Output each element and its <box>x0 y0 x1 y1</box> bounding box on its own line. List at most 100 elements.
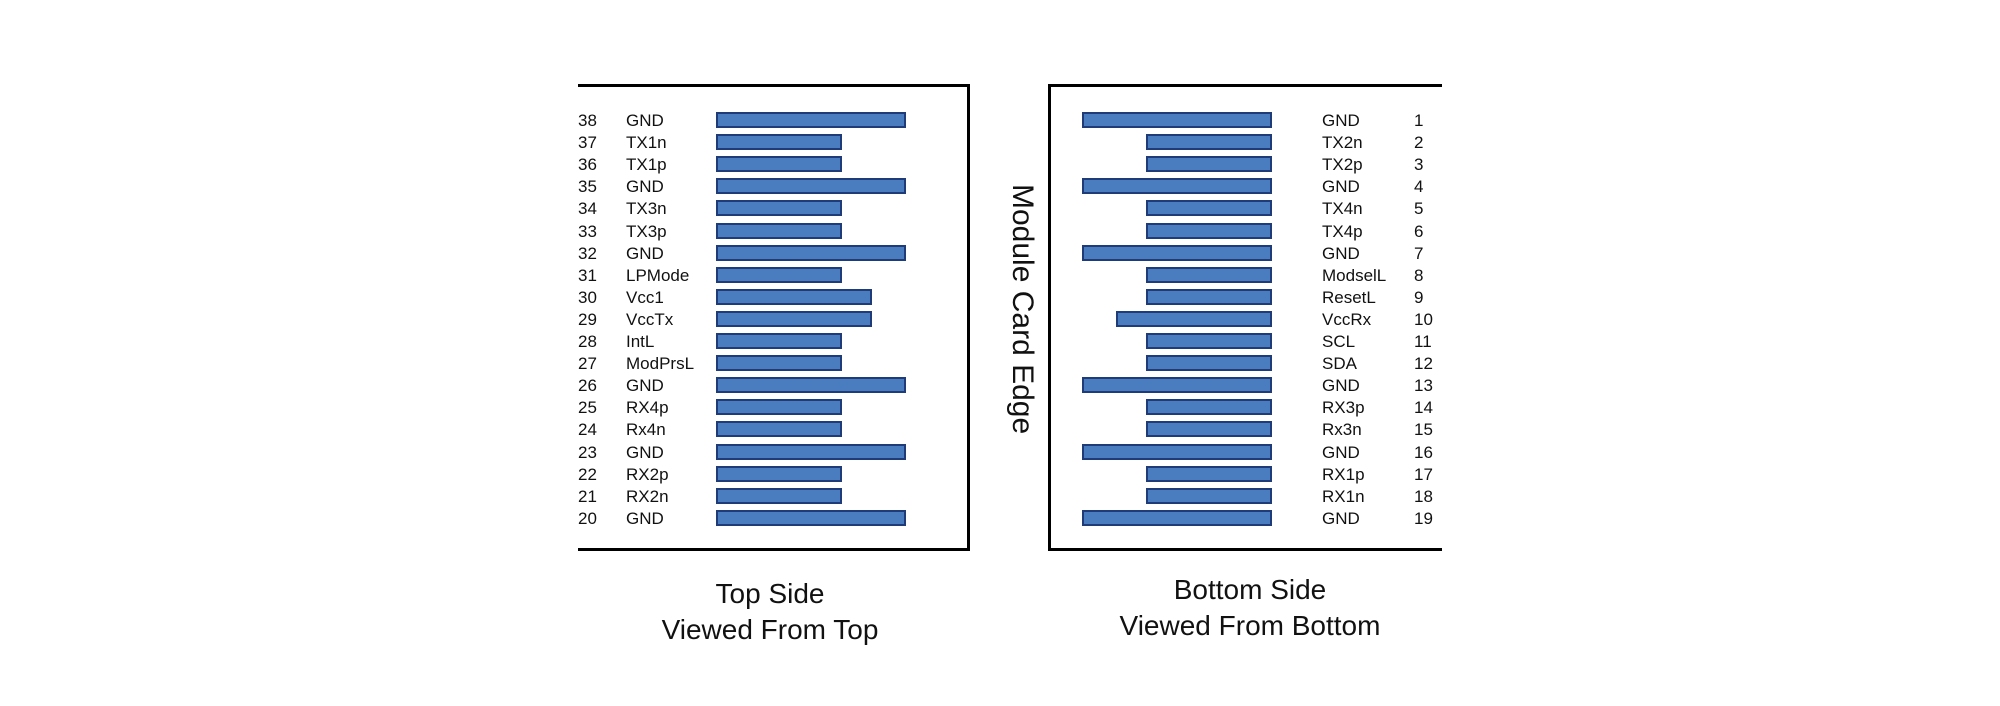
top-side-caption-line1: Top Side <box>715 578 825 609</box>
pin-row: 9 ResetL <box>0 287 2000 309</box>
pin-row: 18 RX1n <box>0 486 2000 508</box>
pin-number: 10 <box>1414 309 1433 329</box>
pin-number: 25 <box>578 398 597 418</box>
pin-number: 18 <box>1414 486 1433 506</box>
pin-contact-pad <box>1146 465 1272 482</box>
pin-row: 29 VccTx <box>0 309 2000 331</box>
pin-row: 5 TX4n <box>0 198 2000 220</box>
pin-contact-pad <box>716 487 842 504</box>
pin-contact-pad <box>716 112 906 128</box>
pin-contact-pad <box>1082 377 1272 394</box>
pin-name: ResetL <box>1322 287 1376 307</box>
pin-number: 27 <box>578 354 597 374</box>
pin-name: TX3n <box>626 199 667 219</box>
pin-row: 34 TX3n <box>0 198 2000 220</box>
pin-contact-pad <box>716 266 842 283</box>
pin-number: 34 <box>578 199 597 219</box>
pin-name: Rx4n <box>626 420 666 440</box>
top-panel-frame-top <box>578 84 970 87</box>
pin-name: TX2n <box>1322 133 1363 153</box>
pin-number: 22 <box>578 464 597 484</box>
pin-contact-pad <box>1082 443 1272 460</box>
pin-row: 25 RX4p <box>0 397 2000 419</box>
pin-name: GND <box>1322 111 1360 130</box>
pin-row: 38 GND <box>0 110 2000 132</box>
bottom-side-caption-line2: Viewed From Bottom <box>1119 610 1381 641</box>
pin-name: SDA <box>1322 354 1357 374</box>
pin-row: 12 SDA <box>0 353 2000 375</box>
pin-contact-pad <box>1116 310 1272 327</box>
pin-number: 24 <box>578 420 597 440</box>
pin-row: 33 TX3p <box>0 221 2000 243</box>
pin-row: 21 RX2n <box>0 486 2000 508</box>
pin-number: 21 <box>578 486 597 506</box>
pin-number: 3 <box>1414 155 1424 175</box>
pin-row: 17 RX1p <box>0 464 2000 486</box>
pin-contact-pad <box>1146 399 1272 416</box>
pin-contact-pad <box>1146 266 1272 283</box>
pin-number: 7 <box>1414 243 1424 263</box>
pin-name: VccRx <box>1322 309 1372 329</box>
pin-name: ModPrsL <box>626 354 695 374</box>
pin-name: ModselL <box>1322 265 1387 285</box>
pin-contact-pad <box>716 222 842 239</box>
pin-row: 1 GND <box>0 110 2000 132</box>
pin-name: GND <box>1322 508 1360 528</box>
pin-contact-pad <box>1146 222 1272 239</box>
pin-contact-pad <box>1082 509 1272 526</box>
pin-number: 1 <box>1414 111 1424 130</box>
pin-contact-pad <box>1146 200 1272 217</box>
pin-name: GND <box>626 442 664 462</box>
top-side-caption-line2: Viewed From Top <box>661 614 879 645</box>
pin-contact-pad <box>716 377 906 394</box>
pin-row: 4 GND <box>0 176 2000 198</box>
pin-number: 14 <box>1414 398 1433 418</box>
bottom-panel-frame-left <box>1048 84 1051 551</box>
pin-name: GND <box>1322 376 1360 396</box>
pin-number: 29 <box>578 309 597 329</box>
pin-name: GND <box>626 376 664 396</box>
pin-contact-pad <box>716 399 842 416</box>
pin-row: 31 LPMode <box>0 265 2000 287</box>
pin-contact-pad <box>1146 156 1272 173</box>
pin-contact-pad <box>1082 178 1272 195</box>
pin-contact-pad <box>716 333 842 349</box>
pin-number: 36 <box>578 155 597 175</box>
top-side-caption: Top Side Viewed From Top <box>520 576 1020 648</box>
pin-name: VccTx <box>626 309 674 329</box>
pin-row: 24 Rx4n <box>0 419 2000 441</box>
pin-name: TX3p <box>626 221 667 241</box>
pin-contact-pad <box>716 200 842 217</box>
pin-contact-pad <box>716 244 906 261</box>
pin-number: 31 <box>578 265 597 285</box>
pin-number: 4 <box>1414 177 1424 197</box>
pin-number: 26 <box>578 376 597 396</box>
pin-number: 30 <box>578 287 597 307</box>
pin-row: 32 GND <box>0 243 2000 265</box>
pin-name: GND <box>626 177 664 197</box>
pin-number: 28 <box>578 332 597 351</box>
pin-number: 16 <box>1414 442 1433 462</box>
pin-name: GND <box>626 508 664 528</box>
pin-row: 13 GND <box>0 375 2000 397</box>
bottom-panel-frame-top <box>1048 84 1442 87</box>
pin-row: 14 RX3p <box>0 397 2000 419</box>
pin-name: RX4p <box>626 398 669 418</box>
pin-row: 36 TX1p <box>0 154 2000 176</box>
pin-contact-pad <box>1146 421 1272 438</box>
pin-number: 19 <box>1414 508 1433 528</box>
pin-name: TX1p <box>626 155 667 175</box>
pin-contact-pad <box>716 421 842 438</box>
pin-number: 5 <box>1414 199 1424 219</box>
pin-row: 23 GND <box>0 442 2000 464</box>
bottom-panel-frame-bottom <box>1048 548 1442 551</box>
pin-contact-pad <box>716 443 906 460</box>
pin-number: 2 <box>1414 133 1424 153</box>
pin-name: GND <box>626 243 664 263</box>
pin-name: TX4n <box>1322 199 1363 219</box>
pin-row: 20 GND <box>0 508 2000 530</box>
pin-number: 38 <box>578 111 597 130</box>
pin-row: 37 TX1n <box>0 132 2000 154</box>
bottom-side-caption-line1: Bottom Side <box>1173 574 1327 605</box>
top-panel-frame-right <box>967 84 970 551</box>
